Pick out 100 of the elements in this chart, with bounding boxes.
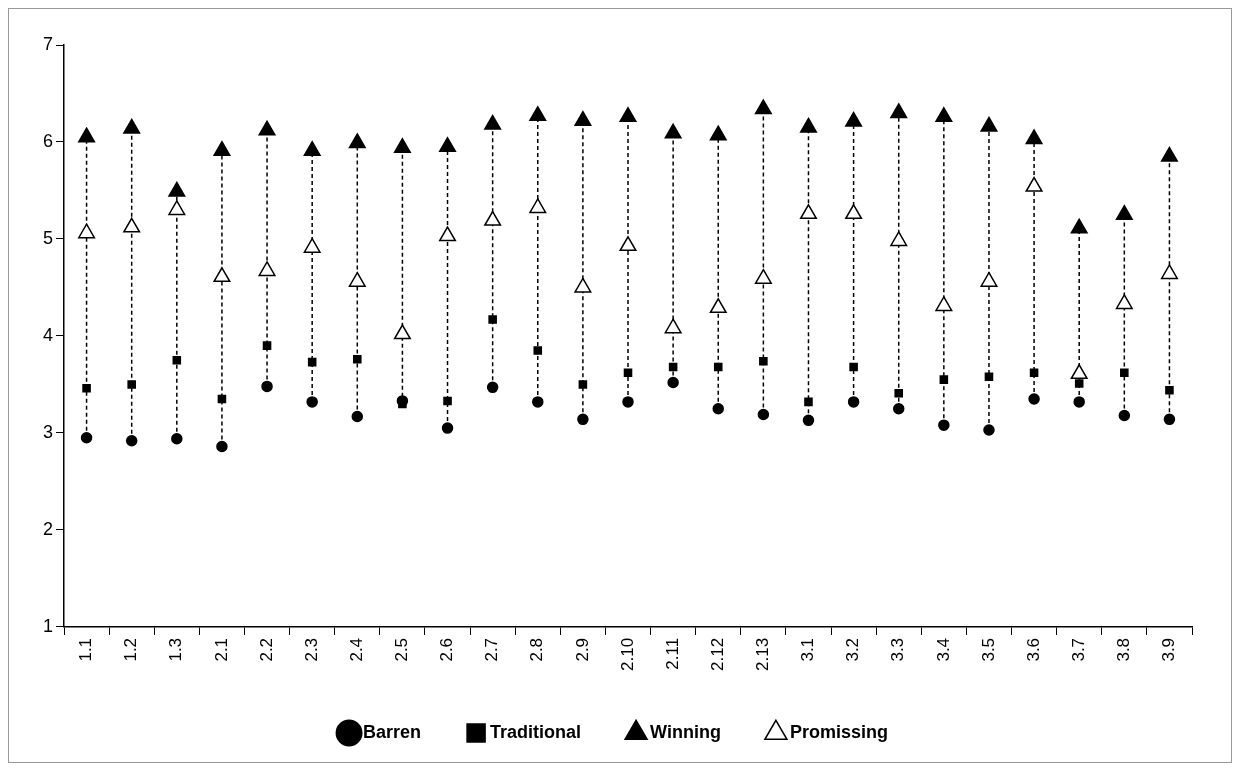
- point: [82, 384, 91, 393]
- point: [1070, 364, 1088, 380]
- point: [894, 388, 904, 398]
- x-tick-label: 3.2: [843, 637, 863, 662]
- point: [754, 99, 772, 115]
- point: [258, 120, 276, 136]
- point: [262, 341, 272, 350]
- point: [171, 433, 183, 445]
- point: [619, 236, 637, 252]
- x-tick-label: 2.12: [707, 637, 727, 672]
- point: [1025, 176, 1043, 192]
- point: [1118, 409, 1131, 422]
- point: [303, 140, 321, 156]
- x-tick-label: 2.2: [256, 637, 276, 662]
- point: [1073, 396, 1085, 408]
- point: [533, 346, 543, 355]
- point: [802, 414, 815, 427]
- point: [890, 103, 908, 119]
- point: [172, 355, 182, 365]
- point: [1070, 218, 1088, 234]
- point: [664, 123, 682, 139]
- point: [983, 424, 995, 436]
- legend-label: Barren: [363, 721, 422, 742]
- x-tick-label: 3.6: [1023, 637, 1043, 662]
- point: [441, 422, 454, 434]
- point: [168, 200, 186, 216]
- point: [799, 204, 818, 220]
- point: [438, 137, 457, 153]
- point: [123, 217, 141, 233]
- point: [443, 396, 452, 406]
- point: [1028, 393, 1040, 405]
- x-tick-label: 1.2: [121, 637, 141, 662]
- point: [78, 127, 96, 143]
- point: [393, 138, 411, 154]
- x-tick-label: 2.5: [392, 637, 412, 662]
- legend-label: Promissing: [789, 721, 888, 742]
- point: [935, 107, 953, 123]
- point: [529, 106, 547, 122]
- point: [578, 380, 588, 389]
- point: [574, 110, 592, 126]
- point: [668, 362, 678, 372]
- point: [847, 396, 860, 408]
- point: [168, 181, 186, 197]
- point: [353, 354, 362, 364]
- x-tick-label: 3.9: [1159, 637, 1179, 662]
- point: [80, 432, 93, 444]
- point: [1160, 146, 1178, 162]
- point: [532, 396, 544, 408]
- x-tick-label: 3.1: [798, 637, 818, 662]
- y-tick-label: 7: [43, 33, 54, 54]
- x-tick-label: 1.1: [76, 637, 96, 662]
- point: [486, 381, 499, 394]
- point: [125, 434, 138, 447]
- point: [804, 397, 813, 407]
- point: [484, 210, 502, 226]
- x-tick-label: 3.3: [888, 637, 908, 662]
- point: [574, 277, 592, 293]
- point: [216, 440, 228, 453]
- point: [307, 357, 317, 367]
- point: [664, 318, 682, 334]
- point: [845, 204, 863, 220]
- point: [935, 296, 953, 312]
- x-tick-label: 2.10: [617, 637, 637, 672]
- point: [213, 267, 231, 283]
- x-tick-label: 2.7: [482, 637, 502, 662]
- point: [845, 111, 863, 127]
- x-tick-label: 2.8: [527, 637, 547, 662]
- point: [488, 315, 497, 324]
- x-tick-label: 2.13: [753, 637, 773, 672]
- point: [712, 402, 724, 415]
- point: [938, 419, 950, 431]
- point: [757, 408, 770, 421]
- point: [484, 114, 502, 130]
- point: [213, 140, 231, 156]
- point: [1165, 385, 1174, 395]
- point: [980, 116, 998, 132]
- point: [713, 362, 723, 372]
- point: [393, 324, 411, 340]
- point: [1115, 204, 1133, 220]
- point: [258, 261, 276, 277]
- legend-label: Traditional: [490, 721, 582, 742]
- point: [754, 268, 772, 284]
- x-tick-label: 2.1: [211, 637, 231, 662]
- point: [577, 413, 589, 426]
- y-tick-label: 6: [43, 130, 54, 151]
- point: [529, 198, 547, 214]
- point: [1074, 379, 1084, 388]
- y-tick-label: 5: [43, 227, 54, 248]
- point: [1120, 368, 1129, 378]
- point: [217, 394, 227, 404]
- point: [623, 368, 633, 378]
- x-tick-label: 2.11: [662, 637, 682, 670]
- x-tick-label: 2.3: [301, 637, 321, 662]
- point: [849, 362, 858, 372]
- point: [619, 107, 637, 123]
- point: [1160, 264, 1178, 280]
- legend-label: Winning: [650, 721, 721, 742]
- point: [261, 380, 273, 393]
- point: [396, 395, 409, 407]
- y-tick-label: 1: [43, 615, 54, 636]
